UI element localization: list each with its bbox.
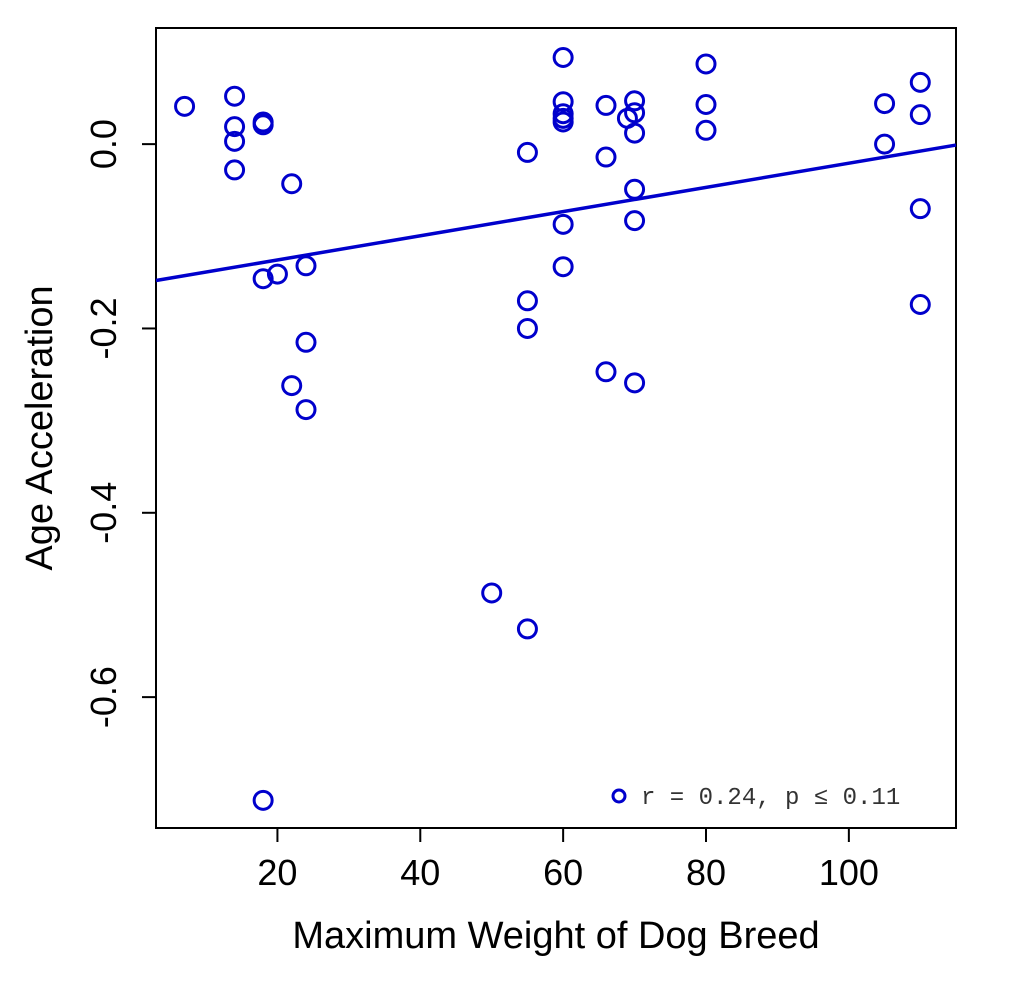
y-axis-title: Age Acceleration xyxy=(19,285,61,570)
data-point xyxy=(224,159,246,181)
data-point xyxy=(252,268,274,290)
data-point xyxy=(595,94,617,116)
data-point xyxy=(295,255,317,277)
data-point xyxy=(552,46,574,68)
data-point xyxy=(695,119,717,141)
data-point xyxy=(624,102,646,124)
data-point xyxy=(516,618,538,640)
data-point xyxy=(252,789,274,811)
data-point xyxy=(281,173,303,195)
data-point xyxy=(624,210,646,232)
data-point xyxy=(624,178,646,200)
data-point xyxy=(281,375,303,397)
data-point xyxy=(909,198,931,220)
data-point xyxy=(224,130,246,152)
y-tick-label: -0.6 xyxy=(83,666,124,728)
data-point xyxy=(516,290,538,312)
legend-marker xyxy=(611,788,627,804)
data-point xyxy=(909,293,931,315)
data-point xyxy=(552,256,574,278)
x-tick-label: 40 xyxy=(400,852,440,893)
legend-label: r = 0.24, p ≤ 0.11 xyxy=(641,785,900,812)
y-tick-label: -0.4 xyxy=(83,482,124,544)
x-tick-label: 100 xyxy=(819,852,879,893)
data-point xyxy=(695,53,717,75)
data-point xyxy=(595,361,617,383)
data-point xyxy=(624,372,646,394)
data-points xyxy=(174,46,931,811)
data-point xyxy=(266,263,288,285)
x-tick-label: 20 xyxy=(257,852,297,893)
data-point xyxy=(516,317,538,339)
data-point xyxy=(295,331,317,353)
plot-frame xyxy=(155,27,957,829)
data-point xyxy=(595,146,617,168)
y-tick-label: 0.0 xyxy=(83,119,124,169)
y-axis: 0.0 -0.2 -0.4 -0.6 xyxy=(83,119,156,728)
data-point xyxy=(909,104,931,126)
legend: r = 0.24, p ≤ 0.11 xyxy=(611,785,900,812)
x-axis-title: Maximum Weight of Dog Breed xyxy=(292,915,819,957)
data-point xyxy=(695,93,717,115)
data-point xyxy=(224,116,246,138)
data-point xyxy=(874,133,896,155)
data-point xyxy=(516,141,538,163)
x-axis: 20 40 60 80 100 xyxy=(257,828,879,893)
data-point xyxy=(624,122,646,144)
y-tick-label: -0.2 xyxy=(83,297,124,359)
data-point xyxy=(481,582,503,604)
data-point xyxy=(909,71,931,93)
data-point xyxy=(552,213,574,235)
x-tick-label: 60 xyxy=(543,852,583,893)
data-point xyxy=(252,114,274,136)
data-point xyxy=(174,95,196,117)
data-point xyxy=(624,90,646,112)
regression-line xyxy=(155,143,957,283)
x-tick-label: 80 xyxy=(686,852,726,893)
data-point xyxy=(552,111,574,133)
data-point xyxy=(295,399,317,421)
data-point xyxy=(224,85,246,107)
data-point xyxy=(874,93,896,115)
